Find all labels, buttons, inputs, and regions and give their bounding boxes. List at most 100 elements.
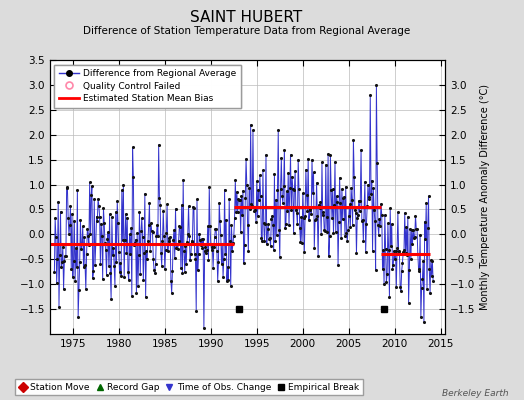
Point: [418, 285, 426, 291]
Point: [329, 186, 337, 193]
Point: [195, 231, 203, 237]
Point: [323, 228, 332, 235]
Point: [288, 173, 296, 180]
Point: [128, 292, 136, 299]
Point: [406, 226, 414, 232]
Point: [332, 193, 341, 199]
Point: [420, 218, 429, 225]
Point: [63, 184, 72, 191]
Point: [392, 284, 400, 290]
Point: [352, 250, 361, 256]
Point: [411, 212, 420, 219]
Point: [231, 177, 239, 184]
Point: [221, 250, 230, 257]
Point: [285, 222, 293, 228]
Point: [282, 188, 291, 194]
Point: [236, 229, 245, 236]
Point: [370, 218, 379, 224]
Point: [147, 220, 155, 226]
Point: [427, 257, 435, 264]
Point: [183, 231, 192, 237]
Point: [144, 238, 152, 244]
Point: [347, 197, 356, 204]
Point: [395, 249, 403, 256]
Point: [305, 205, 314, 212]
Point: [89, 275, 97, 281]
Point: [419, 258, 428, 264]
Point: [310, 244, 319, 251]
Point: [403, 252, 411, 258]
Point: [57, 264, 66, 270]
Point: [84, 232, 92, 239]
Point: [200, 325, 208, 331]
Point: [82, 251, 91, 258]
Point: [206, 223, 214, 230]
Point: [396, 284, 405, 290]
Point: [74, 314, 82, 320]
Point: [130, 242, 138, 248]
Point: [171, 206, 180, 212]
Point: [363, 203, 372, 209]
Point: [277, 155, 286, 162]
Point: [370, 206, 378, 213]
Point: [375, 216, 384, 222]
Point: [356, 198, 365, 204]
Point: [267, 216, 276, 222]
Point: [400, 247, 408, 253]
Point: [372, 267, 380, 274]
Point: [243, 182, 251, 188]
Point: [227, 222, 236, 228]
Point: [269, 222, 277, 228]
Point: [376, 223, 385, 230]
Point: [194, 250, 203, 257]
Point: [174, 238, 183, 244]
Point: [299, 190, 307, 197]
Point: [135, 252, 143, 259]
Point: [203, 223, 212, 229]
Legend: Difference from Regional Average, Quality Control Failed, Estimated Station Mean: Difference from Regional Average, Qualit…: [54, 64, 241, 108]
Point: [83, 226, 92, 233]
Point: [52, 234, 60, 240]
Point: [158, 238, 167, 244]
Point: [385, 294, 394, 300]
Point: [221, 186, 229, 193]
Point: [75, 259, 84, 266]
Point: [316, 199, 325, 206]
Point: [420, 319, 428, 326]
Point: [414, 266, 423, 272]
Point: [133, 230, 141, 236]
Point: [139, 277, 148, 283]
Point: [418, 276, 427, 282]
Point: [254, 187, 263, 194]
Point: [337, 235, 345, 242]
Point: [260, 238, 269, 244]
Point: [182, 260, 190, 267]
Point: [217, 261, 226, 267]
Point: [312, 215, 320, 222]
Point: [132, 289, 140, 296]
Point: [255, 196, 263, 203]
Point: [329, 229, 337, 236]
Point: [416, 232, 424, 238]
Point: [111, 283, 119, 289]
Point: [132, 236, 140, 243]
Point: [145, 222, 153, 228]
Point: [319, 212, 327, 218]
Point: [77, 246, 85, 252]
Point: [118, 187, 126, 194]
Point: [342, 183, 350, 190]
Point: [233, 188, 241, 195]
Point: [253, 178, 261, 184]
Point: [173, 241, 181, 247]
Point: [71, 278, 79, 284]
Point: [344, 227, 352, 233]
Point: [187, 251, 195, 258]
Point: [67, 202, 75, 209]
Point: [130, 240, 139, 247]
Point: [107, 296, 115, 302]
Point: [92, 240, 100, 247]
Point: [138, 234, 147, 240]
Point: [380, 281, 388, 287]
Point: [276, 186, 285, 192]
Point: [162, 229, 170, 236]
